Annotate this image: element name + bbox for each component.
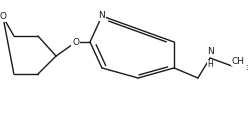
Text: CH: CH (232, 57, 245, 65)
Text: H: H (207, 60, 213, 69)
Text: O: O (72, 38, 79, 46)
Text: N: N (207, 47, 214, 56)
Text: O: O (0, 13, 6, 21)
Text: N: N (98, 12, 105, 20)
Text: 3: 3 (246, 65, 248, 71)
